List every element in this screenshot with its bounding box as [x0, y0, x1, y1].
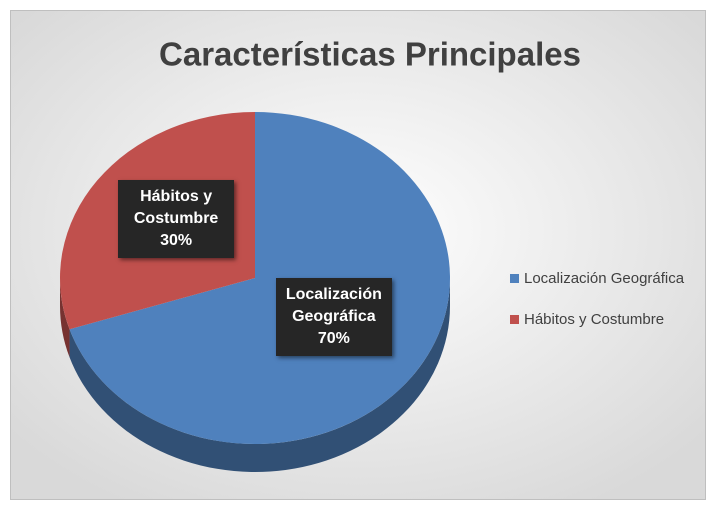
legend-swatch	[510, 315, 519, 324]
legend-item: Hábitos y Costumbre	[510, 311, 664, 328]
legend-label: Hábitos y Costumbre	[524, 311, 665, 328]
data-label: Hábitos y Costumbre 30%	[118, 180, 235, 259]
chart-title: Características Principales	[159, 36, 581, 73]
legend-label: Localización Geográfica	[524, 270, 685, 287]
data-label-category: Hábitos y Costumbre	[133, 188, 219, 228]
legend-item: Localización Geográfica	[510, 270, 684, 287]
data-label-value: 30%	[160, 232, 193, 250]
pie-slice	[69, 112, 450, 444]
legend-swatch	[510, 274, 519, 283]
pie-side	[60, 278, 70, 358]
data-label: Localización Geográfica 70%	[275, 277, 392, 356]
data-label-value: 70%	[317, 329, 350, 347]
data-label-category: Localización Geográfica	[285, 285, 382, 325]
pie-side	[69, 278, 450, 472]
